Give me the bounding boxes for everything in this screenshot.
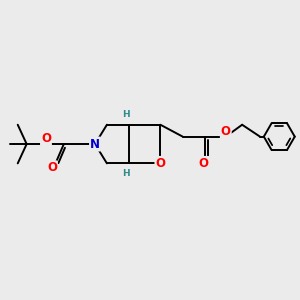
Text: H: H — [122, 169, 130, 178]
Text: O: O — [47, 161, 57, 174]
Text: O: O — [155, 157, 165, 170]
Text: O: O — [199, 157, 208, 170]
Text: H: H — [122, 110, 130, 119]
Text: N: N — [90, 138, 100, 151]
Text: O: O — [41, 132, 51, 145]
Text: O: O — [221, 125, 231, 138]
